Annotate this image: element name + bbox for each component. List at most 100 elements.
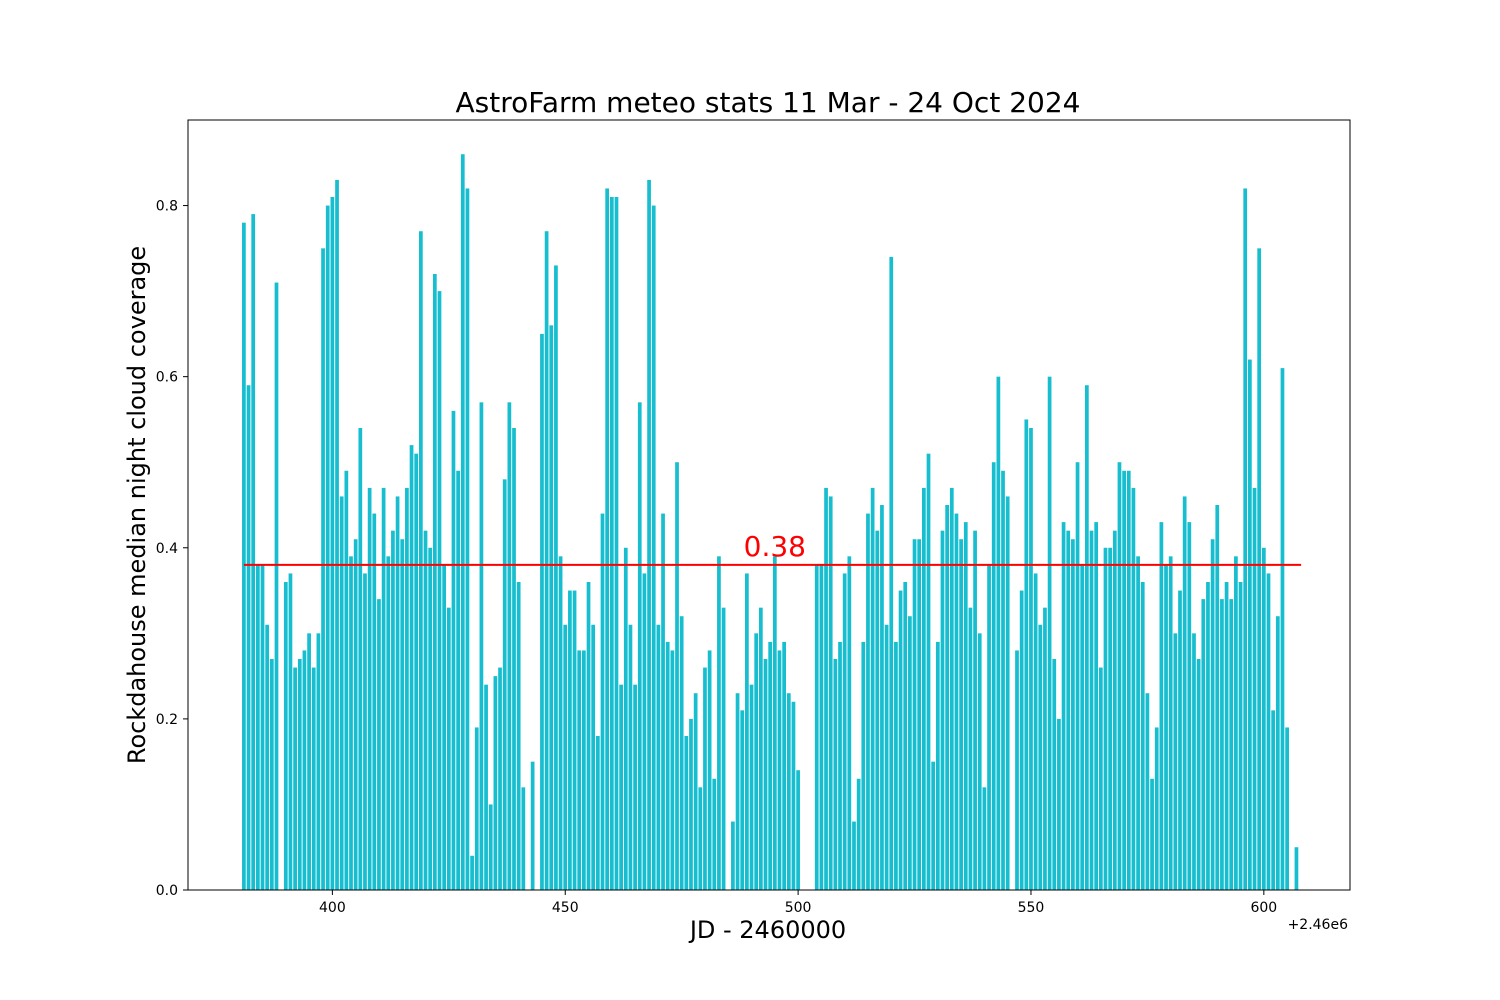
bar — [591, 624, 596, 890]
bar — [297, 659, 302, 890]
bar — [940, 530, 945, 890]
bar — [838, 641, 842, 890]
bar — [684, 736, 689, 890]
bar — [255, 564, 260, 890]
bar — [265, 624, 270, 890]
bar — [1257, 248, 1262, 891]
bar — [242, 222, 246, 890]
bar — [335, 179, 339, 890]
bar — [484, 684, 488, 890]
bar — [251, 214, 256, 891]
bar — [1005, 496, 1010, 890]
bar — [1098, 667, 1103, 890]
bar — [302, 650, 307, 890]
bar — [1252, 487, 1257, 890]
bar — [717, 556, 721, 890]
bar — [987, 564, 991, 890]
y-axis-ticks: 0.0 0.2 0.4 0.6 0.8 — [156, 199, 188, 899]
bar — [307, 633, 311, 890]
bar — [647, 179, 651, 890]
bar — [665, 641, 670, 890]
bar — [1038, 624, 1043, 890]
bar — [353, 539, 358, 890]
y-tick-label: 0.8 — [156, 199, 178, 215]
bar — [1275, 616, 1280, 890]
mean-value-label: 0.38 — [744, 530, 806, 563]
mean-line-group: 0.38 — [243, 530, 1302, 566]
bar — [1210, 539, 1215, 890]
bar — [1224, 582, 1229, 890]
bar — [852, 821, 856, 890]
bar — [875, 530, 880, 890]
bar — [954, 513, 959, 890]
bar — [763, 659, 768, 890]
bar — [554, 265, 558, 890]
bar — [698, 787, 703, 890]
y-tick-label: 0.6 — [156, 370, 178, 386]
bar — [1238, 582, 1243, 890]
bar — [675, 462, 679, 890]
bar — [470, 855, 474, 890]
bar — [423, 530, 428, 890]
bar — [432, 274, 437, 890]
bar — [1243, 188, 1248, 890]
bar — [912, 539, 917, 890]
bar — [544, 231, 549, 890]
bar — [1159, 522, 1164, 890]
y-axis-label: Rockdahouse median night cloud coverage — [123, 246, 151, 764]
bar — [670, 650, 675, 890]
bar — [735, 693, 740, 890]
bar — [316, 633, 321, 890]
bar — [1285, 727, 1289, 890]
bar — [814, 564, 819, 890]
bar — [507, 402, 512, 890]
bar — [712, 778, 717, 890]
bar — [344, 470, 349, 890]
bar — [963, 522, 968, 890]
bar — [661, 513, 665, 890]
x-axis-label: JD - 2460000 — [688, 916, 846, 944]
x-tick-label: 600 — [1250, 900, 1277, 916]
bar — [386, 556, 391, 890]
bar — [777, 650, 782, 890]
bar — [442, 564, 447, 890]
bar — [1220, 599, 1224, 890]
bar — [568, 590, 572, 890]
x-axis-ticks: 400 450 500 550 600 — [319, 890, 1277, 916]
bar — [1261, 547, 1266, 890]
bar — [754, 633, 759, 890]
bar — [456, 470, 460, 890]
bar — [1178, 590, 1182, 890]
bar — [908, 616, 912, 890]
bar — [572, 590, 577, 890]
bar — [1145, 693, 1150, 890]
bar — [786, 693, 791, 890]
bar — [540, 333, 544, 890]
bar — [791, 701, 796, 890]
bar — [1122, 470, 1126, 890]
bar — [628, 624, 633, 890]
bar — [1057, 718, 1061, 890]
bar — [563, 624, 568, 890]
bar — [926, 453, 931, 890]
bar — [377, 599, 381, 890]
bar — [921, 487, 926, 890]
bar — [246, 385, 251, 890]
bar — [493, 676, 498, 890]
bar — [656, 624, 661, 890]
bar — [1234, 556, 1238, 890]
bar — [833, 659, 838, 890]
bar — [419, 231, 423, 890]
y-tick-label: 0.4 — [156, 541, 178, 557]
bar — [884, 624, 889, 890]
bar — [1192, 633, 1196, 890]
bar — [409, 445, 414, 890]
bar — [1215, 505, 1220, 890]
bar — [651, 205, 656, 891]
bar — [605, 188, 610, 890]
bar — [474, 727, 479, 890]
bar — [1126, 470, 1131, 890]
bar — [512, 428, 516, 890]
bar — [293, 667, 297, 890]
bar — [935, 641, 940, 890]
